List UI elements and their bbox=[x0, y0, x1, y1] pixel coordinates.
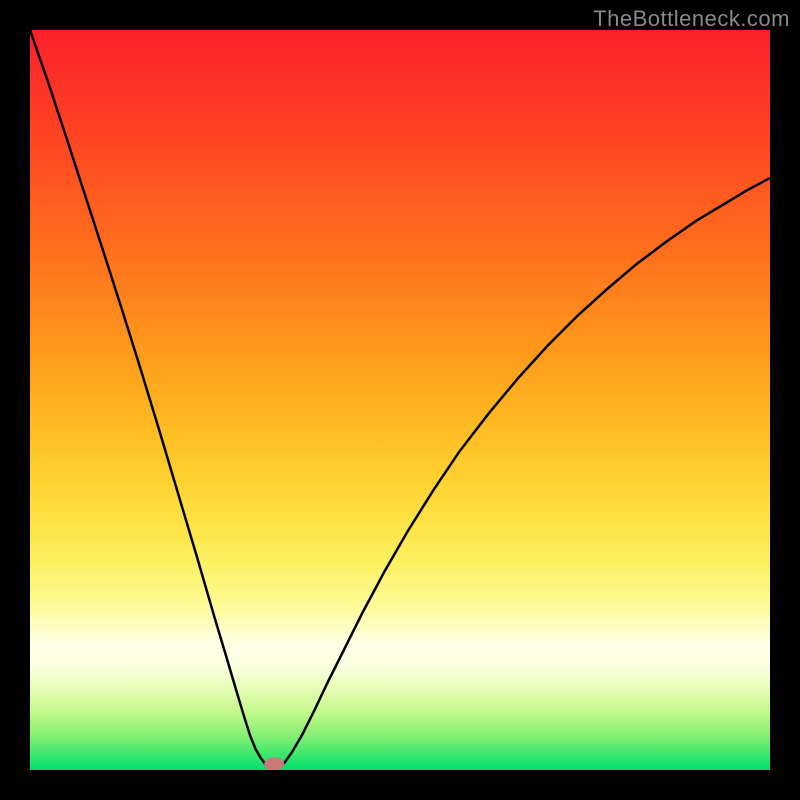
min-point-marker bbox=[264, 757, 284, 771]
watermark-text: TheBottleneck.com bbox=[593, 6, 790, 32]
bottleneck-chart bbox=[0, 0, 800, 800]
chart-container: TheBottleneck.com bbox=[0, 0, 800, 800]
gradient-background bbox=[30, 30, 770, 770]
